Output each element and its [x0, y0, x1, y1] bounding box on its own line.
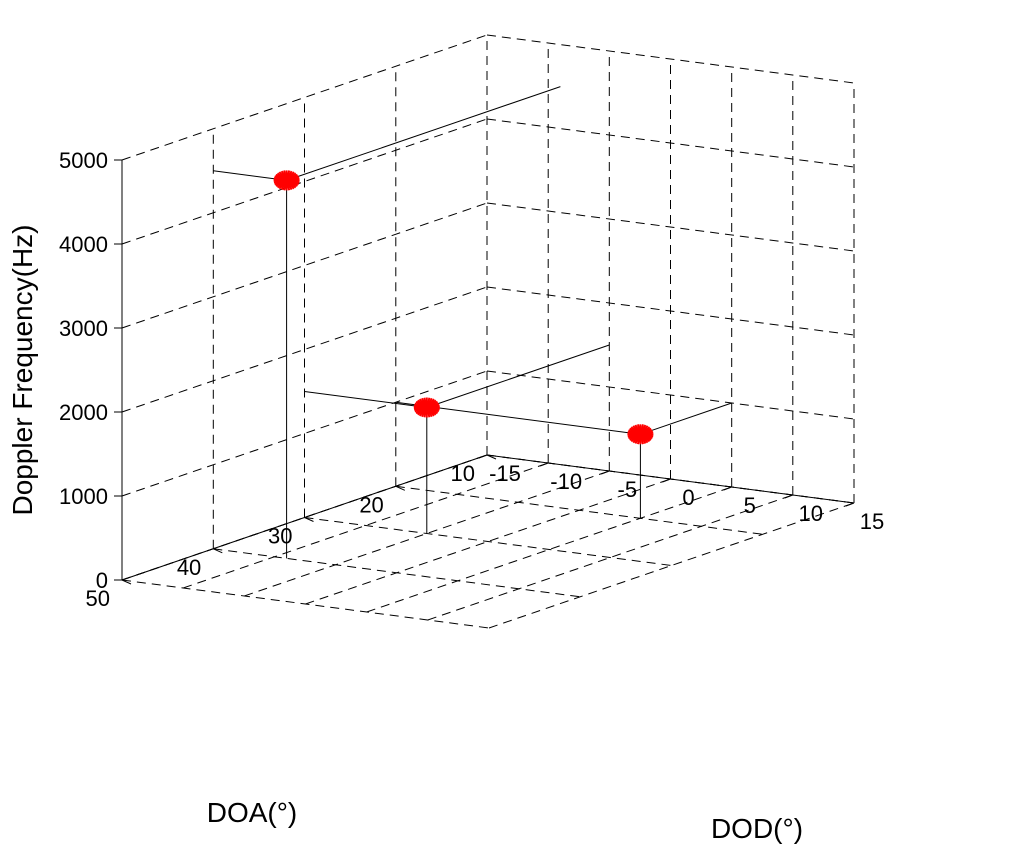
grid-line	[121, 118, 488, 245]
grid-line	[183, 462, 549, 589]
y-tick-label: 20	[359, 492, 383, 517]
grid-line	[121, 34, 488, 161]
data-point-1	[273, 170, 300, 191]
grid-line	[121, 579, 490, 629]
data-point-3	[627, 424, 654, 445]
y-tick-mark	[395, 485, 406, 491]
guide-layer	[213, 86, 732, 559]
x-tick-label: 10	[799, 501, 823, 526]
grid-line	[486, 370, 855, 420]
y-tick-mark	[486, 454, 497, 460]
point-guide-line	[426, 344, 610, 408]
point-guide-line	[304, 391, 427, 408]
x-tick-label: 0	[682, 485, 694, 510]
grid-line	[395, 485, 763, 535]
x-tick-mark	[723, 486, 732, 491]
y-tick-label: 40	[177, 555, 201, 580]
tick-layer: 0 1000 2000 3000 4000 5000 10 20 30 40 50 -15 -10 -5 0…	[59, 148, 884, 611]
z-tick-label: 2000	[59, 400, 108, 425]
grid-line	[244, 470, 610, 597]
z-tick-label: 5000	[59, 148, 108, 173]
grid-line	[486, 34, 855, 84]
x-tick-label: -15	[489, 461, 521, 486]
grid-line	[121, 370, 488, 497]
y-tick-mark	[213, 548, 223, 554]
y-tick-label: 50	[86, 586, 110, 611]
point-guide-line	[286, 86, 561, 181]
x-tick-mark	[845, 502, 855, 507]
grid-line	[486, 202, 855, 252]
marker-layer	[273, 170, 654, 445]
grid-line	[366, 486, 732, 613]
z-tick-label: 1000	[59, 484, 108, 509]
y-tick-label: 30	[268, 524, 292, 549]
x-axis-label: DOD(°)	[711, 813, 803, 844]
x-tick-label: -10	[550, 469, 582, 494]
grid-layer	[121, 34, 855, 629]
grid-line	[488, 502, 855, 629]
grid-line	[121, 202, 488, 329]
x-tick-mark	[662, 478, 671, 483]
grid-line	[213, 548, 581, 598]
x-tick-label: 5	[744, 493, 756, 518]
x-tick-label: -5	[618, 477, 638, 502]
z-axis-label: Doppler Frequency(Hz)	[7, 225, 38, 516]
axes-layer	[114, 159, 855, 585]
y-tick-mark	[304, 517, 314, 522]
z-tick-label: 4000	[59, 232, 108, 257]
x-tick-mark	[478, 454, 488, 459]
x-tick-label: 15	[860, 509, 884, 534]
x-tick-mark	[601, 470, 610, 475]
grid-line	[305, 478, 671, 605]
x-tick-mark	[784, 494, 793, 499]
point-guide-line	[640, 402, 732, 435]
grid-line	[486, 118, 855, 168]
grid-line	[121, 286, 488, 413]
data-point-2	[413, 397, 440, 418]
y-tick-label: 10	[451, 461, 475, 486]
grid-line	[486, 286, 855, 336]
z-tick-label: 3000	[59, 316, 108, 341]
grid-line	[427, 494, 793, 621]
y-axis-label: DOA(°)	[207, 797, 298, 828]
y-tick-mark	[121, 579, 132, 585]
z-tick-label: 0	[96, 568, 108, 593]
x-tick-mark	[540, 462, 549, 467]
grid-line	[304, 517, 672, 566]
